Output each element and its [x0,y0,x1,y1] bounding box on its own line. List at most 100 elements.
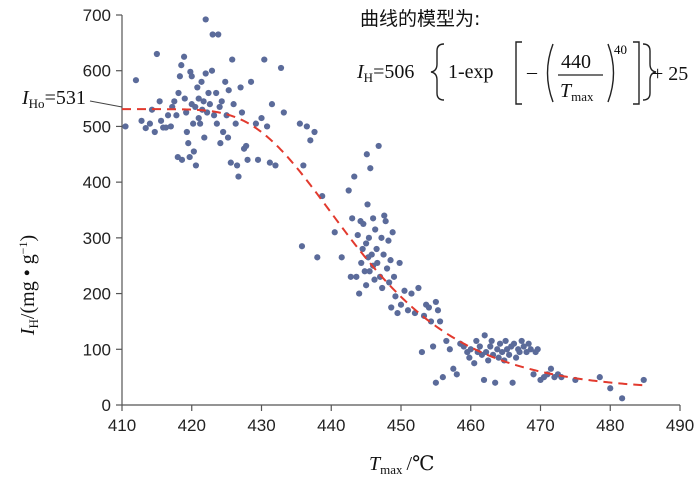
data-point [439,374,446,381]
data-point [361,268,368,275]
data-point [373,245,380,253]
data-point [197,120,204,127]
data-point [237,84,244,91]
data-point [347,273,354,280]
data-point [365,234,373,241]
data-point [388,304,395,311]
y-tick-label: 600 [83,62,111,81]
data-point [146,120,153,127]
data-point [229,56,236,63]
data-point [238,109,246,116]
data-point [222,78,229,85]
data-point [190,148,197,155]
data-point [368,251,375,258]
data-point [194,84,201,91]
data-point [176,73,183,80]
data-point [300,162,307,169]
data-point [183,128,190,136]
data-point [360,220,367,228]
data-point [366,268,373,275]
data-point [370,215,377,222]
svg-text:1-exp: 1-exp [448,61,494,83]
data-point [496,340,504,347]
y-tick-label: 200 [83,285,111,304]
data-point [481,332,488,339]
y-tick-label: 500 [83,117,111,136]
data-point [367,165,374,172]
data-point [436,318,444,325]
data-point [506,351,513,358]
data-point [202,70,209,77]
data-point [396,259,403,267]
data-point [122,123,129,130]
data-point [485,357,492,364]
y-tick-label: 0 [102,396,111,415]
data-point [547,365,555,372]
data-point [307,137,314,144]
svg-text:–: – [526,61,538,83]
data-point [201,134,208,141]
svg-text:Tmax: Tmax [560,80,594,104]
data-point [354,231,361,239]
data-point [351,173,358,180]
data-point [473,337,480,345]
data-point [379,284,386,292]
data-point [215,31,222,38]
square-bracket-left [515,41,522,105]
data-point [443,337,450,345]
data-point [167,123,174,130]
data-point [397,301,405,308]
data-point [607,385,614,392]
data-point [277,64,285,72]
data-point [518,337,525,345]
data-point [372,226,379,233]
data-point [200,98,207,105]
data-point [173,112,180,119]
data-points [122,16,647,402]
data-point [512,354,520,361]
data-point [298,243,306,250]
data-point [268,101,276,108]
axes: 0 100 200 300 400 500 600 700 410 420 430 440 450 460… [83,6,695,435]
x-tick-label: 410 [108,416,136,435]
data-point [227,159,234,166]
data-point [516,348,523,356]
data-point [156,98,163,105]
data-point [510,340,518,347]
data-point [254,156,262,163]
data-point [389,229,396,236]
data-point [499,348,506,356]
x-tick-label: 490 [666,416,694,435]
model-equation: IH=506 1-exp – 440 Tmax 40 + 25 [356,41,688,105]
data-point [390,273,398,280]
square-bracket-right [633,41,640,105]
data-point [640,376,647,384]
data-point [432,379,439,386]
data-point [247,78,255,85]
x-tick-label: 430 [247,416,275,435]
curly-brace-right [642,43,657,101]
data-point [356,290,363,297]
data-point [466,354,473,361]
data-point [404,307,412,314]
data-point [363,282,370,289]
data-point [178,156,186,163]
data-point [171,98,178,105]
data-point [415,284,422,292]
data-point [220,128,227,136]
data-point [338,254,345,261]
data-point [488,337,495,345]
data-point [232,120,239,127]
data-point [375,142,382,150]
y-tick-label: 100 [83,340,111,359]
data-point [233,162,241,169]
data-point [494,346,501,353]
paren-left [546,43,554,103]
data-point [427,318,435,325]
data-point [216,103,223,111]
data-point [471,360,478,367]
data-point [266,159,273,166]
data-point [162,124,170,131]
data-point [596,374,603,381]
